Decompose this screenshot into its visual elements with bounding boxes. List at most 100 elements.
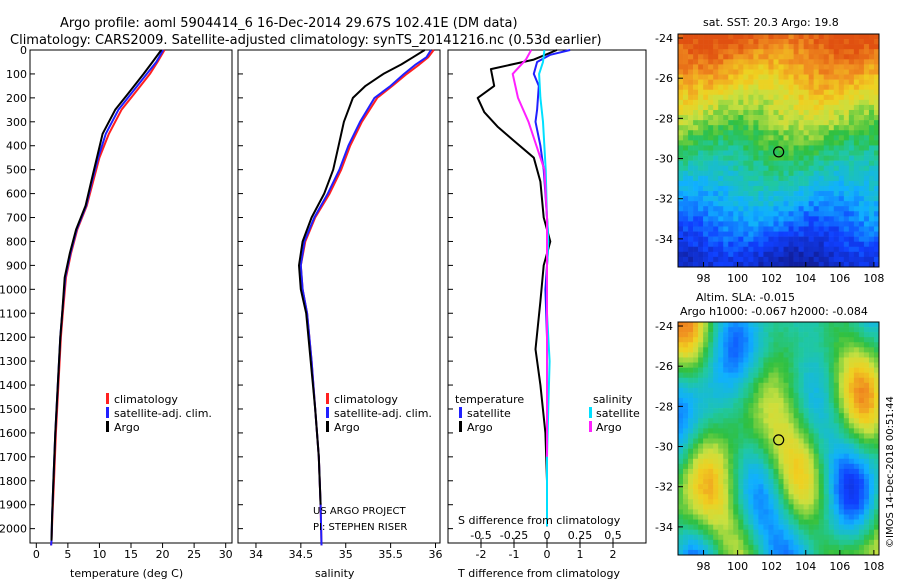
heatmap-cell — [718, 438, 724, 444]
heatmap-cell — [853, 408, 860, 414]
heatmap-cell — [868, 150, 875, 156]
heatmap-cell — [678, 94, 684, 101]
heatmap-cell — [833, 39, 840, 45]
heatmap-cell — [713, 397, 719, 404]
heatmap-cell — [788, 519, 794, 525]
heatmap-cell — [803, 165, 809, 172]
heatmap-cell — [683, 211, 689, 217]
heatmap-cell — [753, 524, 759, 530]
heatmap-cell — [713, 479, 719, 485]
heatmap-cell — [838, 443, 845, 449]
heatmap-cell — [698, 337, 704, 343]
temperature-axis-label: temperature (deg C) — [70, 567, 183, 580]
heatmap-cell — [718, 125, 724, 131]
heatmap-cell — [708, 145, 714, 151]
heatmap-cell — [718, 236, 724, 242]
heatmap-cell — [703, 544, 709, 551]
heatmap-cell — [768, 206, 774, 212]
heatmap-cell — [783, 352, 789, 358]
heatmap-cell — [713, 423, 719, 429]
heatmap-cell — [723, 367, 729, 373]
heatmap-cell — [863, 59, 870, 65]
heatmap-cell — [818, 473, 825, 480]
heatmap-cell — [713, 489, 719, 495]
heatmap-cell — [873, 196, 880, 202]
heatmap-cell — [788, 443, 794, 449]
heatmap-cell — [788, 125, 794, 131]
heatmap-cell — [703, 165, 709, 172]
heatmap-cell — [773, 135, 779, 141]
heatmap-cell — [708, 549, 714, 556]
heatmap-cell — [823, 256, 830, 263]
heatmap-cell — [728, 256, 734, 263]
heatmap-cell — [798, 377, 804, 384]
heatmap-cell — [873, 231, 880, 237]
heatmap-cell — [733, 342, 739, 348]
heatmap-cell — [788, 428, 794, 434]
heatmap-cell — [723, 74, 729, 80]
heatmap-cell — [703, 484, 709, 490]
heatmap-cell — [843, 251, 850, 258]
heatmap-cell — [688, 251, 694, 258]
heatmap-cell — [783, 251, 789, 258]
legend-label-t-satellite: satellite — [467, 407, 511, 420]
heatmap-cell — [813, 463, 819, 470]
heatmap-cell — [708, 443, 714, 449]
heatmap-cell — [843, 140, 850, 146]
heatmap-cell — [823, 84, 830, 91]
heatmap-cell — [813, 367, 819, 373]
heatmap-cell — [813, 84, 819, 91]
heatmap-cell — [833, 322, 840, 328]
heatmap-cell — [783, 418, 789, 424]
heatmap-cell — [708, 382, 714, 389]
heatmap-cell — [828, 150, 835, 156]
heatmap-cell — [808, 332, 814, 338]
heatmap-cell — [713, 74, 719, 80]
heatmap-cell — [778, 367, 784, 373]
heatmap-cell — [833, 196, 840, 202]
heatmap-cell — [723, 125, 729, 131]
heatmap-cell — [848, 39, 855, 45]
heatmap-cell — [713, 150, 719, 156]
heatmap-cell — [833, 397, 840, 404]
heatmap-cell — [683, 499, 689, 505]
heatmap-cell — [813, 347, 819, 353]
heatmap-cell — [698, 74, 704, 80]
heatmap-cell — [808, 54, 814, 60]
heatmap-cell — [783, 473, 789, 480]
heatmap-cell — [733, 423, 739, 429]
heatmap-cell — [858, 99, 865, 106]
heatmap-cell — [768, 468, 774, 475]
heatmap-cell — [868, 489, 875, 495]
heatmap-cell — [868, 120, 875, 126]
heatmap-cell — [703, 54, 709, 60]
heatmap-cell — [863, 524, 870, 530]
t-difference-axis-label: T difference from climatology — [457, 567, 620, 580]
heatmap-cell — [798, 261, 804, 268]
heatmap-cell — [828, 120, 835, 126]
heatmap-cell — [733, 175, 739, 182]
heatmap-cell — [818, 221, 825, 227]
heatmap-cell — [793, 226, 799, 232]
heatmap-cell — [873, 206, 880, 212]
heatmap-cell — [743, 489, 749, 495]
heatmap-cell — [818, 352, 825, 358]
heatmap-cell — [683, 216, 689, 222]
heatmap-cell — [858, 327, 865, 333]
heatmap-cell — [708, 241, 714, 248]
heatmap-cell — [813, 362, 819, 368]
heatmap-cell — [783, 403, 789, 409]
heatmap-cell — [823, 494, 830, 500]
heatmap-cell — [783, 509, 789, 515]
heatmap-cell — [783, 524, 789, 530]
heatmap-cell — [868, 256, 875, 263]
heatmap-cell — [818, 413, 825, 419]
heatmap-cell — [858, 524, 865, 530]
heatmap-cell — [703, 448, 709, 454]
heatmap-cell — [748, 256, 754, 263]
heatmap-cell — [758, 448, 764, 454]
heatmap-cell — [853, 362, 860, 368]
heatmap-cell — [858, 332, 865, 338]
heatmap-cell — [828, 382, 835, 389]
heatmap-cell — [818, 382, 825, 389]
